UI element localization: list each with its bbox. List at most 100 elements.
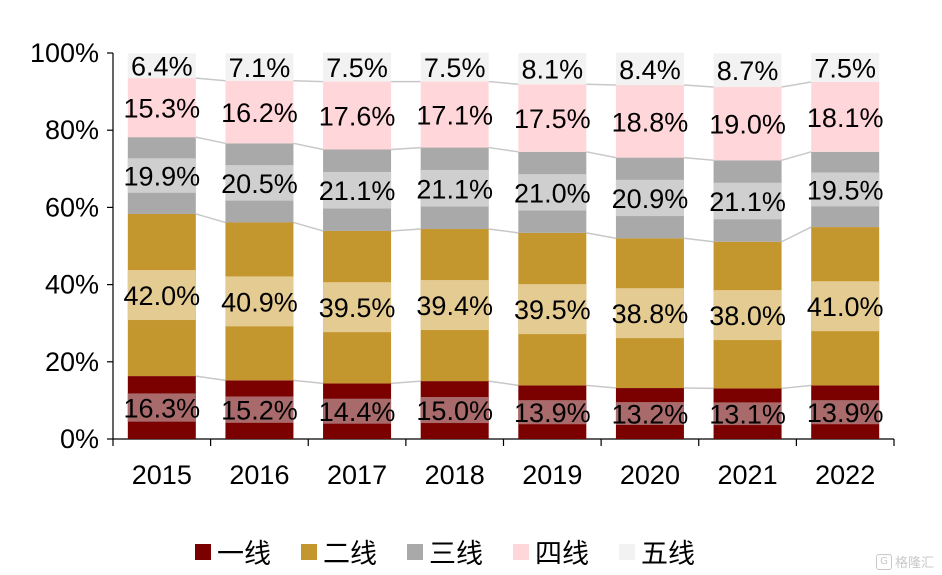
data-label: 15.2%	[221, 396, 298, 426]
data-label: 7.5%	[326, 53, 388, 83]
bar-segment	[225, 80, 294, 144]
bar-label-band	[811, 281, 880, 332]
bar-segment	[518, 84, 587, 152]
legend-label: 二线	[323, 539, 377, 570]
data-label: 13.9%	[807, 398, 884, 428]
data-label: 40.9%	[221, 287, 298, 317]
connector-line	[586, 83, 616, 86]
data-label: 15.0%	[416, 396, 493, 426]
data-label: 20.5%	[221, 169, 298, 199]
y-tick-label: 20%	[45, 347, 99, 377]
data-label: 41.0%	[807, 292, 884, 322]
x-tick-label: 2019	[522, 460, 582, 490]
data-label: 6.4%	[131, 52, 193, 82]
data-label: 8.1%	[522, 55, 584, 85]
data-label: 8.7%	[717, 56, 779, 86]
data-label: 16.3%	[124, 394, 201, 424]
data-label: 39.4%	[416, 291, 493, 321]
data-label: 16.2%	[221, 98, 298, 128]
bar-label-band	[615, 179, 684, 217]
connector-line	[195, 77, 226, 82]
bar-segment	[713, 86, 782, 161]
data-label: 42.0%	[124, 281, 201, 311]
bar-segment	[615, 52, 684, 86]
connector-line	[586, 232, 617, 240]
data-label: 21.1%	[416, 174, 493, 204]
connector-lines	[195, 77, 812, 390]
legend-label: 一线	[217, 539, 271, 570]
bar-label-band	[420, 397, 489, 424]
connector-line	[195, 375, 226, 382]
data-label: 13.1%	[709, 400, 786, 430]
bar-segment	[518, 53, 587, 85]
connector-line	[488, 146, 519, 153]
bar-segment	[225, 53, 294, 81]
bar-label-band	[713, 182, 782, 220]
x-tick-label: 2021	[718, 460, 778, 490]
bar-label-band	[713, 402, 782, 426]
legend-item: 四线	[513, 532, 589, 571]
bar-label-band	[518, 400, 587, 425]
data-labels-layer: 16.3% 42.0% 19.9% 15.3% 6.4% 15.2% 40.9% 20.5% 1…	[124, 52, 884, 430]
data-label: 39.5%	[319, 293, 396, 323]
connector-line	[683, 84, 714, 88]
data-label: 7.5%	[814, 53, 876, 83]
bar-segment	[811, 53, 880, 82]
chart-legend: 一线 二线 三线 四线 五线	[195, 532, 725, 571]
connector-line	[293, 142, 324, 151]
connector-line	[586, 384, 617, 389]
bar-segment	[713, 53, 782, 87]
data-label: 17.1%	[416, 101, 493, 131]
bar-label-band	[518, 284, 587, 335]
bar-label-band	[127, 158, 196, 193]
data-label: 20.9%	[612, 184, 689, 214]
bar-label-band	[420, 280, 489, 331]
data-label: 7.1%	[229, 53, 291, 83]
bar-segment	[127, 78, 196, 138]
connector-line	[683, 237, 714, 243]
data-label: 21.0%	[514, 178, 591, 208]
bar-label-band	[127, 393, 196, 422]
data-label: 17.6%	[319, 102, 396, 132]
bar-label-band	[615, 288, 684, 339]
connector-line	[488, 380, 519, 387]
data-label: 13.9%	[514, 398, 591, 428]
data-label: 15.3%	[124, 94, 201, 124]
bar-segment	[127, 53, 196, 79]
legend-label: 三线	[429, 539, 483, 570]
bar-segment	[811, 81, 880, 152]
bar-label-band	[127, 270, 196, 321]
legend-swatch	[301, 543, 317, 560]
connector-line	[683, 156, 714, 162]
legend-label: 四线	[535, 539, 589, 570]
data-label: 13.2%	[612, 400, 689, 430]
connector-line	[488, 228, 519, 234]
data-label: 19.9%	[124, 162, 201, 192]
legend-swatch	[513, 543, 529, 560]
connector-line	[781, 151, 812, 162]
bar-label-band	[811, 172, 880, 207]
data-label: 19.5%	[807, 175, 884, 205]
bar-label-band	[713, 290, 782, 341]
bar-label-band	[323, 282, 392, 333]
bars-layer	[127, 52, 880, 439]
x-tick-label: 2020	[620, 460, 680, 490]
bar-segment	[615, 85, 684, 158]
bar-label-band	[518, 174, 587, 211]
legend-swatch	[195, 543, 211, 560]
bar-label-band	[323, 171, 392, 209]
connector-line	[488, 80, 519, 86]
bar-label-band	[420, 169, 489, 207]
data-label: 21.1%	[709, 187, 786, 217]
y-tick-label: 60%	[45, 192, 99, 222]
y-tick-label: 100%	[30, 38, 99, 68]
bar-label-band	[225, 165, 294, 201]
data-label: 17.5%	[514, 104, 591, 134]
connector-line	[391, 146, 421, 151]
bar-segment	[420, 81, 489, 148]
bar-segment	[420, 52, 489, 82]
x-tick-label: 2017	[327, 460, 387, 490]
watermark: G 格隆汇	[875, 552, 934, 571]
connector-line	[781, 384, 812, 390]
data-label: 19.0%	[709, 110, 786, 140]
